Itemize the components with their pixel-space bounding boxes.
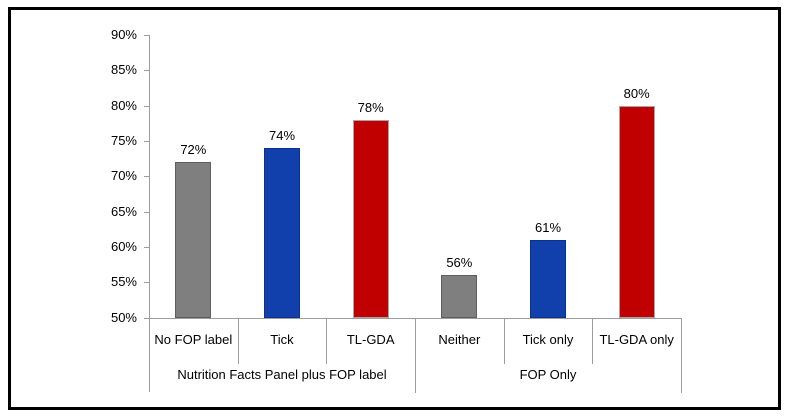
y-axis-tick-label: 85% bbox=[110, 62, 137, 78]
bar-no-fop-label bbox=[175, 162, 212, 318]
y-axis-tick bbox=[144, 35, 149, 36]
group-separator bbox=[415, 318, 416, 393]
value-label: 80% bbox=[623, 85, 650, 101]
value-label: 72% bbox=[180, 142, 207, 158]
y-axis-tick-label: 50% bbox=[110, 309, 137, 325]
bar-tl-gda-only bbox=[618, 105, 655, 318]
y-axis-tick-label: 70% bbox=[110, 168, 137, 184]
bar-tick bbox=[264, 148, 300, 318]
category-label: TL-GDA bbox=[346, 332, 395, 347]
y-axis-tick-label: 60% bbox=[110, 238, 137, 254]
value-label: 56% bbox=[446, 255, 473, 271]
category-separator bbox=[326, 318, 327, 364]
bar-neither bbox=[441, 275, 478, 318]
bar-tick-only bbox=[530, 239, 566, 318]
value-label: 78% bbox=[357, 99, 384, 115]
y-axis-tick-label: 90% bbox=[110, 27, 137, 42]
bar-tl-gda bbox=[352, 119, 389, 318]
category-label: TL-GDA only bbox=[599, 332, 674, 347]
group-separator bbox=[681, 318, 682, 393]
category-label: No FOP label bbox=[154, 332, 233, 347]
group-label: Nutrition Facts Panel plus FOP label bbox=[177, 367, 387, 382]
y-axis-tick-label: 80% bbox=[110, 97, 137, 113]
category-separator bbox=[592, 318, 593, 364]
category-label: Tick bbox=[270, 332, 294, 347]
value-label: 61% bbox=[534, 219, 562, 235]
y-axis-tick-label: 65% bbox=[110, 203, 137, 219]
category-separator bbox=[238, 318, 239, 364]
y-axis-tick bbox=[144, 318, 149, 319]
y-axis-tick bbox=[144, 70, 149, 71]
category-separator bbox=[504, 318, 505, 364]
y-axis-tick-label: 75% bbox=[110, 132, 137, 148]
y-axis-line bbox=[149, 35, 150, 392]
y-axis-tick-label: 55% bbox=[110, 274, 137, 290]
value-label: 74% bbox=[268, 128, 296, 143]
y-axis-tick bbox=[144, 106, 149, 107]
category-label: Neither bbox=[438, 332, 481, 347]
y-axis-tick bbox=[144, 176, 149, 177]
y-axis-tick bbox=[144, 247, 149, 248]
y-axis-tick bbox=[144, 212, 149, 213]
category-label: Tick only bbox=[522, 332, 574, 347]
group-label: FOP Only bbox=[519, 367, 577, 382]
y-axis-tick bbox=[144, 282, 149, 283]
y-axis-tick bbox=[144, 141, 149, 142]
